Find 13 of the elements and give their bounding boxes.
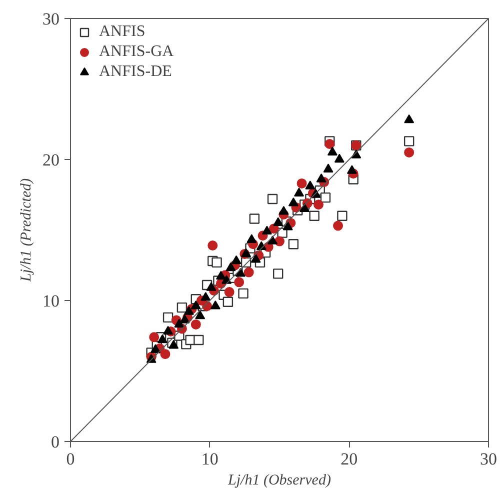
- x-axis-title: Lj/h1 (Observed): [227, 472, 331, 488]
- x-tick-label: 20: [340, 450, 358, 468]
- x-tick-label: 30: [480, 450, 497, 468]
- x-tick-label: 10: [201, 450, 218, 468]
- y-tick-label: 10: [42, 292, 60, 310]
- y-tick-label: 30: [42, 10, 60, 28]
- legend-label: ANFIS-GA: [99, 43, 174, 61]
- y-tick-label: 0: [51, 432, 60, 452]
- legend-label: ANFIS: [99, 23, 146, 41]
- y-axis-title: Lj/h1 (Predicted): [18, 178, 34, 283]
- y-tick-label: 20: [42, 150, 60, 170]
- legend-label: ANFIS-DE: [99, 63, 172, 81]
- x-tick-label: 0: [66, 450, 75, 468]
